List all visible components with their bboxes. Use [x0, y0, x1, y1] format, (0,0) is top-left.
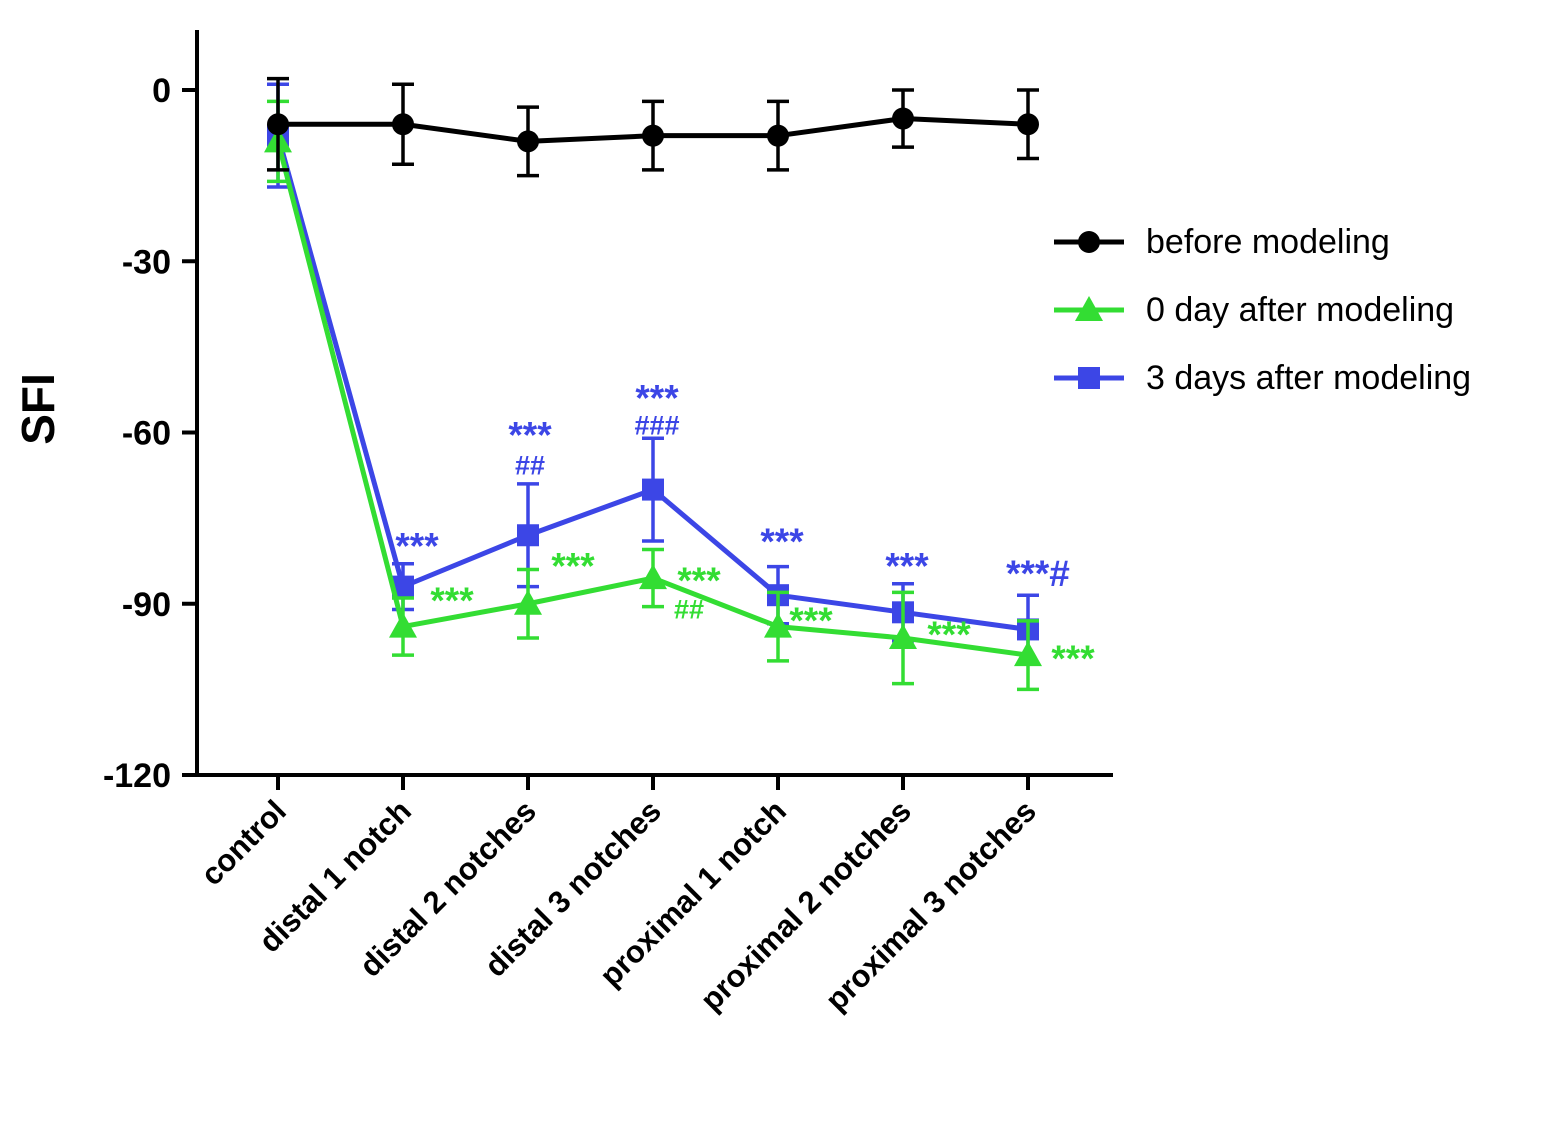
3-days-after-modeling-marker — [517, 524, 539, 547]
triangle-legend-glyph — [1054, 296, 1124, 321]
significance-stars: *** — [430, 580, 474, 621]
y-tick-label: -120 — [103, 757, 171, 795]
significance-stars: ***# — [1006, 553, 1070, 594]
y-tick-label: 0 — [152, 72, 171, 110]
x-tick-label: proximal 2 notches — [693, 793, 918, 1018]
0-day-after-modeling-marker — [889, 624, 917, 649]
0-day-after-modeling-marker — [514, 589, 542, 615]
0-day-after-modeling-marker — [1014, 641, 1042, 667]
legend-label: 3 days after modeling — [1146, 358, 1472, 397]
before-modeling-marker — [1017, 113, 1039, 136]
significance-stars: *** — [551, 546, 595, 587]
significance-stars: *** — [677, 560, 721, 601]
0-day-after-modeling-marker — [764, 612, 792, 638]
circle-legend-glyph — [1054, 231, 1124, 253]
square-marker-icon — [1052, 356, 1126, 400]
before-modeling-marker — [517, 130, 539, 153]
significance-hashes: ### — [634, 411, 679, 441]
legend-label: before modeling — [1146, 222, 1390, 261]
legend-marker — [1075, 296, 1103, 321]
significance-stars: *** — [927, 614, 971, 655]
significance-stars: *** — [395, 526, 439, 567]
legend-label: 0 day after modeling — [1146, 290, 1455, 329]
significance-stars: *** — [508, 414, 552, 455]
0-day-after-modeling-marker — [389, 612, 417, 638]
significance-stars: *** — [635, 377, 679, 418]
significance-stars: *** — [760, 521, 804, 562]
significance-hashes: ## — [674, 594, 704, 624]
x-tick-label: control — [194, 793, 293, 892]
before-modeling-marker — [892, 107, 914, 130]
legend-item: 0 day after modeling — [1052, 288, 1471, 332]
significance-stars: *** — [1051, 638, 1095, 679]
legend-marker — [1078, 231, 1100, 253]
before-modeling-marker — [767, 124, 789, 147]
y-tick-label: -60 — [122, 415, 171, 453]
before-modeling-marker — [642, 124, 664, 147]
3-days-after-modeling-marker — [642, 478, 664, 501]
before-modeling-marker — [392, 113, 414, 136]
legend-item: 3 days after modeling — [1052, 356, 1471, 400]
legend-marker — [1078, 367, 1100, 389]
x-tick-label: proximal 3 notches — [818, 793, 1043, 1018]
y-axis-title: SFI — [12, 373, 64, 445]
square-legend-glyph — [1054, 367, 1124, 389]
y-tick-label: -90 — [122, 586, 171, 624]
y-tick-label: -30 — [122, 243, 171, 281]
3-days-after-modeling-marker — [392, 575, 414, 598]
significance-stars: *** — [885, 546, 929, 587]
significance-stars: *** — [789, 600, 833, 641]
legend-item: before modeling — [1052, 220, 1471, 264]
before-modeling-marker — [267, 113, 289, 136]
legend: before modeling 0 day after modeling 3 d… — [1052, 220, 1471, 400]
0-day-after-modeling-marker — [639, 564, 667, 590]
circle-marker-icon — [1052, 220, 1126, 264]
significance-hashes: ## — [515, 451, 545, 481]
triangle-marker-icon — [1052, 288, 1126, 332]
